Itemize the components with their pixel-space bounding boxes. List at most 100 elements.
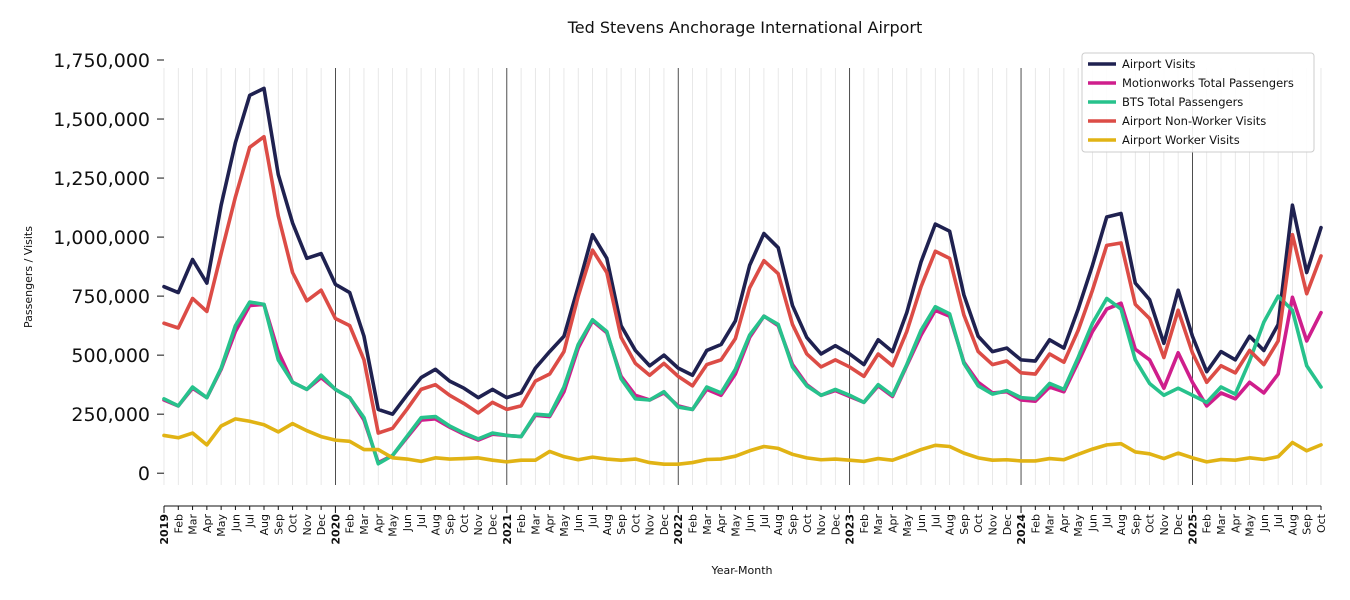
x-tick-label: 2020 xyxy=(329,514,342,545)
x-tick-label: Dec xyxy=(829,514,842,535)
axes-layer: 0 250,000 500,000 750,000 1,000,000 1,250,000… xyxy=(53,50,1328,545)
x-tick-label: Jul xyxy=(1101,514,1114,528)
x-tick-label: Feb xyxy=(515,514,528,533)
x-tick-label: Nov xyxy=(815,514,828,536)
x-tick-label: Sep xyxy=(444,514,457,535)
x-tick-label: Dec xyxy=(658,514,671,535)
x-tick-label: Dec xyxy=(487,514,500,535)
x-tick-label: Sep xyxy=(272,514,285,535)
x-tick-label: Jun xyxy=(1086,514,1099,532)
x-tick-label: Oct xyxy=(629,513,642,533)
x-tick-label: Nov xyxy=(986,514,999,536)
x-tick-label: Apr xyxy=(1229,514,1242,534)
x-tick-label: Jul xyxy=(244,514,257,528)
x-tick-label: Oct xyxy=(972,513,985,533)
x-tick-label: Jul xyxy=(415,514,428,528)
x-tick-label: Nov xyxy=(472,514,485,536)
x-tick-label: May xyxy=(558,514,571,537)
x-tick-label: Aug xyxy=(601,514,614,535)
x-tick-label: Apr xyxy=(201,514,214,534)
x-tick-label: Oct xyxy=(1144,513,1157,533)
x-tick-label: Mar xyxy=(701,514,714,535)
y-tick-label: 750,000 xyxy=(71,286,150,308)
x-tick-label: Feb xyxy=(172,514,185,533)
y-tick-label: 500,000 xyxy=(71,345,150,367)
x-tick-label: Jul xyxy=(587,514,600,528)
chart-title: Ted Stevens Anchorage International Airp… xyxy=(567,18,923,37)
y-tick-label: 1,750,000 xyxy=(53,50,150,72)
x-tick-label: Oct xyxy=(1315,513,1328,533)
x-tick-label: 2021 xyxy=(501,514,514,545)
legend-label: Airport Non-Worker Visits xyxy=(1122,114,1266,128)
x-tick-label: 2025 xyxy=(1186,514,1199,545)
series-line xyxy=(162,417,1323,467)
x-tick-label: Sep xyxy=(615,514,628,535)
legend-label: BTS Total Passengers xyxy=(1122,95,1243,109)
x-tick-label: Jun xyxy=(229,514,242,532)
series-layer xyxy=(162,86,1323,467)
x-tick-label: Dec xyxy=(1172,514,1185,535)
x-tick-label: Aug xyxy=(1286,514,1299,535)
series-line xyxy=(162,294,1323,466)
x-axis-label: Year-Month xyxy=(710,564,772,577)
x-tick-label: May xyxy=(901,514,914,537)
x-tick-label: Jun xyxy=(401,514,414,532)
x-tick-label: May xyxy=(215,514,228,537)
x-tick-label: Jul xyxy=(758,514,771,528)
x-tick-label: Apr xyxy=(715,514,728,534)
x-tick-label: Jun xyxy=(1258,514,1271,532)
x-tick-label: Aug xyxy=(429,514,442,535)
x-tick-label: Oct xyxy=(458,513,471,533)
legend: Airport Visits Motionworks Total Passenge… xyxy=(1081,52,1315,153)
y-tick-label: 0 xyxy=(138,463,150,485)
x-tick-label: May xyxy=(1072,514,1085,537)
x-tick-label: Dec xyxy=(315,514,328,535)
x-tick-label: Jul xyxy=(929,514,942,528)
legend-label: Motionworks Total Passengers xyxy=(1122,76,1294,90)
x-tick-label: Jun xyxy=(915,514,928,532)
series-line xyxy=(162,86,1323,416)
y-tick-label: 250,000 xyxy=(71,404,150,426)
x-tick-label: Mar xyxy=(1044,514,1057,535)
x-tick-label: Feb xyxy=(858,514,871,533)
y-axis-label: Passengers / Visits xyxy=(22,226,35,328)
x-tick-label: Apr xyxy=(544,514,557,534)
x-tick-label: Jun xyxy=(572,514,585,532)
x-tick-label: Sep xyxy=(1129,514,1142,535)
x-tick-label: Aug xyxy=(944,514,957,535)
legend-label: Airport Visits xyxy=(1122,57,1196,71)
y-tick-label: 1,250,000 xyxy=(53,168,150,190)
x-tick-label: May xyxy=(1244,514,1257,537)
x-tick-label: Apr xyxy=(1058,514,1071,534)
x-tick-label: Feb xyxy=(1029,514,1042,533)
x-tick-label: Apr xyxy=(886,514,899,534)
x-tick-label: Feb xyxy=(344,514,357,533)
x-tick-label: May xyxy=(387,514,400,537)
x-tick-label: Sep xyxy=(958,514,971,535)
x-tick-label: Sep xyxy=(786,514,799,535)
x-tick-label: Mar xyxy=(872,514,885,535)
legend-label: Airport Worker Visits xyxy=(1122,133,1240,147)
x-tick-label: Aug xyxy=(258,514,271,535)
y-tick-label: 1,000,000 xyxy=(53,227,150,249)
x-tick-label: Nov xyxy=(644,514,657,536)
x-tick-label: 2022 xyxy=(672,514,685,545)
y-tick-label: 1,500,000 xyxy=(53,109,150,131)
x-tick-label: Sep xyxy=(1301,514,1314,535)
x-tick-label: Nov xyxy=(301,514,314,536)
x-tick-label: Dec xyxy=(1001,514,1014,535)
x-tick-label: 2024 xyxy=(1015,514,1028,545)
x-tick-label: 2019 xyxy=(158,514,171,545)
x-tick-label: Apr xyxy=(372,514,385,534)
x-tick-label: Jun xyxy=(744,514,757,532)
x-tick-label: Mar xyxy=(1215,514,1228,535)
legend-box xyxy=(1081,52,1315,153)
x-tick-label: Feb xyxy=(687,514,700,533)
x-tick-label: Mar xyxy=(187,514,200,535)
x-tick-label: Oct xyxy=(801,513,814,533)
x-tick-label: Mar xyxy=(358,514,371,535)
x-tick-label: Aug xyxy=(772,514,785,535)
x-tick-label: Jul xyxy=(1272,514,1285,528)
x-tick-label: May xyxy=(729,514,742,537)
